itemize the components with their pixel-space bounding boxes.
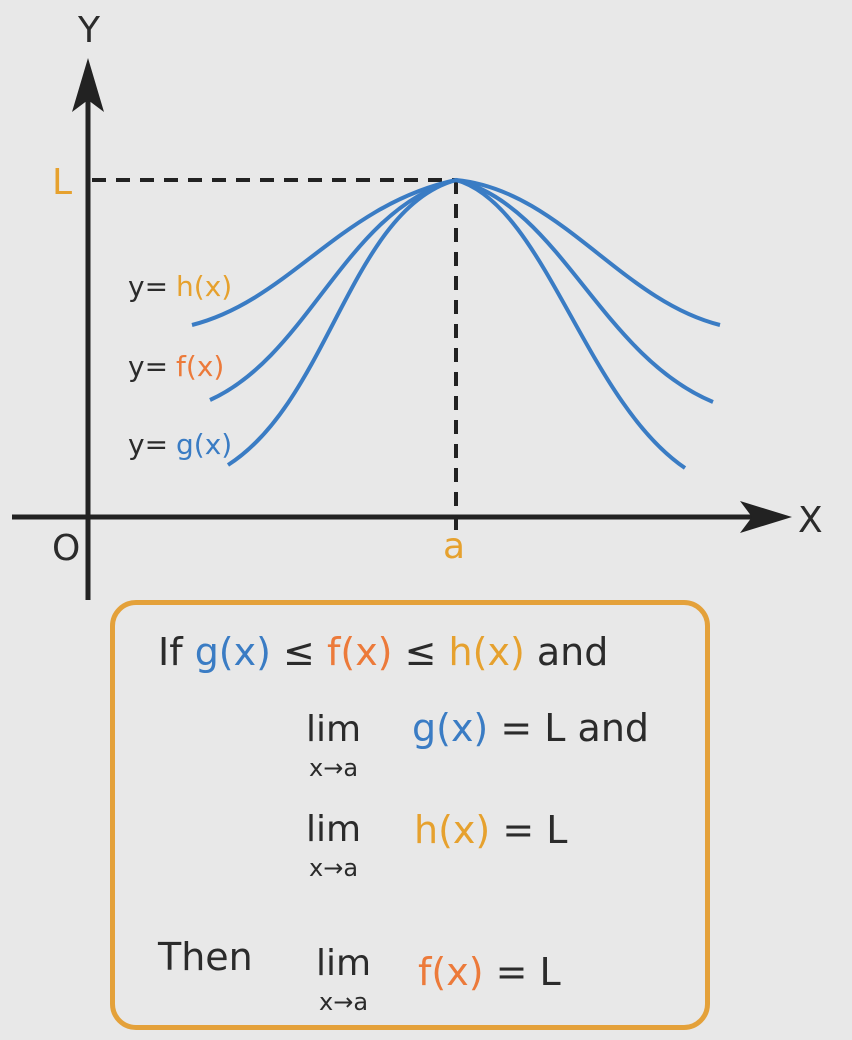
limit-h-expression: h(x) = L bbox=[414, 808, 567, 852]
a-label: a bbox=[443, 526, 465, 567]
limit-f: lim x→a bbox=[316, 946, 371, 1014]
theorem-line-1: If g(x) ≤ f(x) ≤ h(x) and bbox=[158, 630, 608, 674]
x-axis-label: X bbox=[798, 500, 823, 541]
label-h: y= h(x) bbox=[128, 270, 232, 303]
limit-g: lim x→a bbox=[306, 712, 361, 780]
g-function: g(x) bbox=[195, 630, 271, 674]
lim-text: lim bbox=[306, 812, 361, 848]
limit-g-expression: g(x) = L and bbox=[412, 706, 649, 750]
label-f: y= f(x) bbox=[128, 350, 224, 383]
le-symbol: ≤ bbox=[283, 630, 315, 674]
curve-f bbox=[210, 180, 713, 402]
f-function: f(x) bbox=[418, 950, 484, 994]
origin-label: O bbox=[52, 528, 80, 569]
lim-subscript: x→a bbox=[316, 990, 371, 1014]
f-function: f(x) bbox=[327, 630, 393, 674]
equals-L-and: = L and bbox=[500, 706, 649, 750]
equals-L: = L bbox=[502, 808, 567, 852]
squeeze-graph: Y X O L a y= h(x) y= f(x) y= g(x) bbox=[0, 0, 852, 600]
equals-L: = L bbox=[496, 950, 561, 994]
limit-f-expression: f(x) = L bbox=[418, 950, 561, 994]
if-word: If bbox=[158, 630, 183, 674]
le-symbol: ≤ bbox=[405, 630, 437, 674]
lim-text: lim bbox=[306, 712, 361, 748]
then-word: Then bbox=[158, 935, 253, 979]
h-function: h(x) bbox=[449, 630, 525, 674]
lim-subscript: x→a bbox=[306, 756, 361, 780]
label-g: y= g(x) bbox=[128, 428, 232, 461]
limit-h: lim x→a bbox=[306, 812, 361, 880]
lim-text: lim bbox=[316, 946, 371, 982]
lim-subscript: x→a bbox=[306, 856, 361, 880]
g-function: g(x) bbox=[412, 706, 488, 750]
L-label: L bbox=[52, 162, 72, 203]
h-function: h(x) bbox=[414, 808, 490, 852]
and-word: and bbox=[537, 630, 609, 674]
y-axis-label: Y bbox=[77, 10, 101, 51]
